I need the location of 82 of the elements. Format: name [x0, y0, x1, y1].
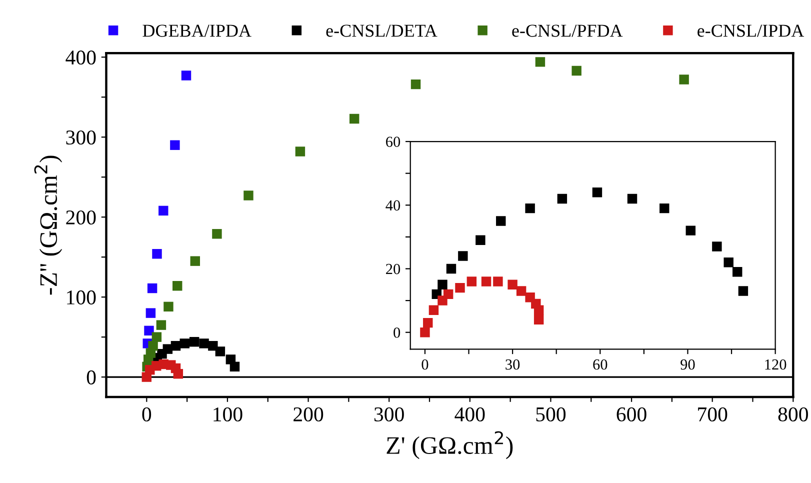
legend-label: e-CNSL/IPDA [698, 24, 804, 37]
point [423, 318, 433, 328]
x-tick-label: 700 [698, 407, 728, 422]
point [724, 258, 734, 268]
x-tick-label: 600 [616, 407, 646, 422]
point [144, 326, 154, 336]
point [493, 276, 503, 286]
x-tick-label: 400 [454, 407, 485, 422]
point [244, 190, 254, 200]
point [180, 338, 190, 348]
point [212, 229, 222, 239]
point [147, 283, 158, 294]
point [535, 57, 546, 67]
x-tick-label: 30 [506, 359, 520, 370]
x-tick-label: 200 [294, 407, 324, 422]
point [420, 327, 430, 338]
point [170, 140, 180, 150]
point [686, 226, 696, 236]
point [438, 280, 448, 290]
point [181, 70, 192, 80]
point [476, 235, 486, 245]
point [190, 256, 200, 266]
y-tick-label: 0 [394, 327, 400, 338]
point [152, 249, 162, 259]
point [152, 332, 162, 342]
point [627, 194, 638, 204]
point [534, 314, 544, 324]
y-tick-label: 300 [66, 130, 96, 145]
x-tick-label: 100 [214, 407, 242, 422]
y-tick-label: 0 [86, 370, 96, 384]
point [712, 242, 722, 252]
point [208, 340, 218, 351]
point [525, 203, 535, 214]
y-tick-label: 40 [386, 200, 400, 211]
point [295, 146, 306, 156]
point [738, 286, 748, 296]
point [660, 203, 670, 214]
point [516, 286, 526, 296]
point [172, 281, 182, 291]
point [679, 74, 689, 84]
point [410, 79, 421, 90]
point [572, 66, 582, 76]
point [534, 305, 544, 315]
point [428, 305, 439, 315]
y-axis-title: -Z'' (GΩ.cm$^{2}$) [34, 156, 62, 295]
point [349, 114, 360, 124]
point [455, 282, 465, 293]
point [226, 354, 236, 364]
x-tick-label: 60 [593, 359, 608, 370]
point [215, 346, 226, 356]
point [732, 267, 742, 277]
point [156, 320, 166, 330]
point [496, 216, 506, 226]
legend-label: e-CNSL/PFDA [512, 24, 623, 37]
legend-label: DGEBA/IPDA [142, 24, 252, 37]
point [592, 188, 602, 198]
point [146, 308, 156, 318]
point [508, 280, 518, 290]
y-tick-label: 60 [386, 136, 400, 147]
y-tick-label: 100 [67, 290, 96, 304]
x-tick-label: 500 [536, 407, 566, 422]
x-tick-label: 0 [422, 359, 428, 370]
y-tick-label: 200 [66, 210, 96, 225]
x-tick-label: 800 [778, 407, 808, 422]
point [446, 264, 456, 274]
point [164, 302, 174, 312]
y-tick-label: 400 [66, 50, 96, 65]
x-tick-label: 0 [142, 407, 152, 422]
x-tick-label: 120 [765, 359, 786, 370]
point [466, 276, 477, 286]
point [481, 276, 492, 286]
point [158, 206, 168, 216]
point [458, 251, 468, 261]
y-tick-label: 20 [386, 264, 400, 274]
x-tick-label: 90 [680, 359, 695, 370]
point [173, 368, 184, 379]
point [557, 194, 568, 204]
point [189, 336, 200, 347]
point [199, 338, 209, 348]
x-axis-title: Z' (GΩ.cm$^{2}$) [386, 431, 513, 460]
legend-label: e-CNSL/DETA [326, 24, 438, 37]
point [443, 289, 454, 300]
